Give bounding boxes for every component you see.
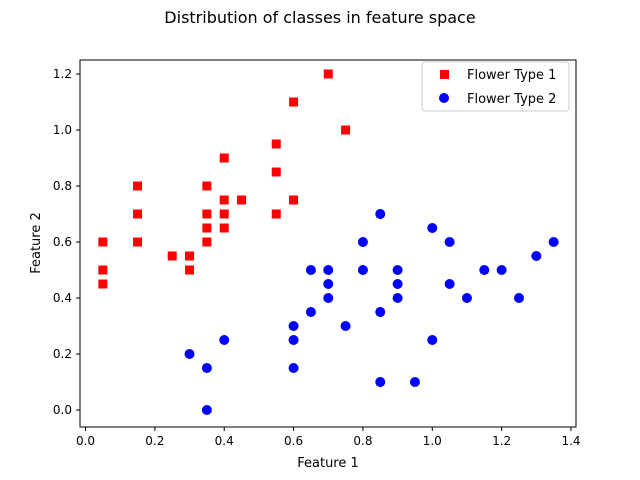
- data-point: [479, 265, 490, 275]
- legend-box: [421, 61, 570, 112]
- axes-frame: [79, 59, 577, 428]
- y-axis-label: Feature 2: [29, 212, 44, 274]
- data-point: [271, 139, 281, 149]
- data-point: [201, 363, 212, 373]
- data-point: [323, 69, 333, 79]
- data-point: [513, 293, 524, 303]
- data-point: [375, 307, 386, 317]
- data-point: [496, 265, 507, 275]
- data-point: [289, 195, 299, 205]
- x-axis-ticks: 0.0 0.2 0.4 0.6 0.8 1.0 1.2 1.4: [76, 427, 581, 448]
- data-point: [340, 321, 351, 331]
- data-point: [202, 223, 212, 233]
- data-point: [375, 209, 386, 219]
- x-tick-label: 0.8: [353, 434, 372, 448]
- y-tick-label: 0.4: [53, 291, 72, 305]
- x-tick-label: 0.0: [76, 434, 95, 448]
- data-point: [202, 237, 212, 247]
- data-point: [271, 167, 281, 177]
- data-point: [98, 265, 108, 275]
- data-point: [202, 181, 212, 191]
- data-point: [219, 223, 229, 233]
- data-point: [305, 307, 316, 317]
- data-point: [201, 405, 212, 415]
- data-point: [133, 209, 143, 219]
- data-point: [185, 251, 195, 261]
- data-point: [392, 293, 403, 303]
- data-point: [427, 223, 438, 233]
- x-tick-label: 0.4: [215, 434, 234, 448]
- data-point: [409, 377, 420, 387]
- data-point: [98, 237, 108, 247]
- data-point: [288, 363, 299, 373]
- data-point: [185, 265, 195, 275]
- legend: Flower Type 1 Flower Type 2: [421, 61, 570, 112]
- x-tick-label: 0.6: [284, 434, 303, 448]
- y-tick-label: 0.8: [53, 179, 72, 193]
- data-points: [98, 69, 559, 415]
- data-point: [133, 181, 143, 191]
- data-point: [357, 265, 368, 275]
- data-point: [323, 265, 334, 275]
- data-point: [237, 195, 247, 205]
- data-point: [444, 237, 455, 247]
- data-point: [531, 251, 542, 261]
- data-point: [288, 321, 299, 331]
- y-tick-label: 0.2: [53, 347, 72, 361]
- data-point: [271, 209, 281, 219]
- x-tick-label: 0.2: [145, 434, 164, 448]
- data-point: [323, 279, 334, 289]
- x-axis-label: Feature 1: [297, 456, 359, 471]
- data-point: [288, 335, 299, 345]
- data-point: [202, 209, 212, 219]
- data-point: [184, 349, 195, 359]
- data-point: [357, 237, 368, 247]
- data-point: [133, 237, 143, 247]
- x-tick-label: 1.2: [492, 434, 511, 448]
- x-tick-label: 1.0: [423, 434, 442, 448]
- legend-marker-square-icon: [440, 70, 449, 79]
- data-point: [219, 153, 229, 163]
- y-tick-label: 1.0: [53, 123, 72, 137]
- data-point: [461, 293, 472, 303]
- legend-marker-circle-icon: [439, 93, 449, 103]
- y-axis-ticks: 0.0 0.2 0.4 0.6 0.8 1.0 1.2: [53, 67, 80, 417]
- data-point: [427, 335, 438, 345]
- y-tick-label: 0.0: [53, 403, 72, 417]
- x-tick-label: 1.4: [561, 434, 580, 448]
- data-point: [341, 125, 351, 135]
- data-point: [375, 377, 386, 387]
- data-point: [444, 279, 455, 289]
- y-tick-label: 1.2: [53, 67, 72, 81]
- chart-title: Distribution of classes in feature space: [164, 8, 476, 27]
- data-point: [548, 237, 559, 247]
- data-point: [323, 293, 334, 303]
- y-tick-label: 0.6: [53, 235, 72, 249]
- data-point: [219, 209, 229, 219]
- data-point: [392, 265, 403, 275]
- data-point: [219, 195, 229, 205]
- data-point: [289, 97, 299, 107]
- legend-label-type1: Flower Type 1: [467, 68, 556, 83]
- data-point: [167, 251, 177, 261]
- legend-label-type2: Flower Type 2: [467, 92, 556, 107]
- data-point: [219, 335, 230, 345]
- data-point: [392, 279, 403, 289]
- data-point: [305, 265, 316, 275]
- data-point: [98, 279, 108, 289]
